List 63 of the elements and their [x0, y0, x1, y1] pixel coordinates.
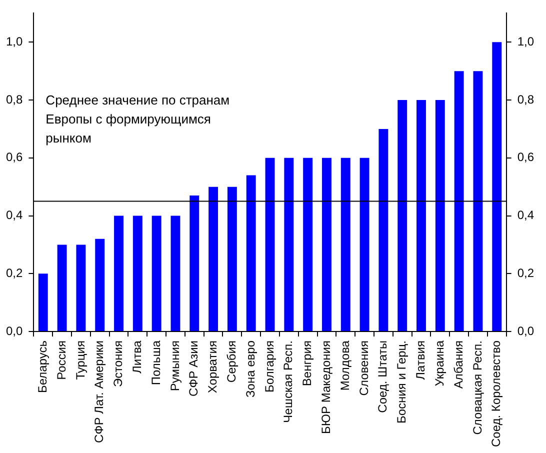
- x-tick-label: Россия: [54, 340, 68, 380]
- bar: [473, 71, 483, 332]
- bar: [265, 158, 275, 332]
- y-tick-label: 0,6: [6, 150, 23, 164]
- x-tick-label: Словацкая Респ.: [470, 340, 484, 435]
- y2-tick-label: 0,6: [517, 150, 534, 164]
- bar: [454, 71, 464, 332]
- x-tick-label: Польша: [148, 340, 163, 386]
- y2-tick-label: 1,0: [517, 34, 534, 48]
- x-tick-label: Словения: [356, 340, 371, 396]
- bar: [95, 238, 105, 332]
- y-tick-label: 0,4: [6, 208, 23, 222]
- x-tick-label: Молдова: [338, 340, 352, 391]
- x-tick-label: Украина: [432, 340, 446, 386]
- y-tick-label: 0,2: [6, 266, 23, 280]
- x-tick-label: Турция: [73, 340, 88, 380]
- x-tick-label: Латвия: [414, 340, 428, 380]
- x-tick-label: Босния и Герц.: [394, 340, 409, 424]
- bar: [152, 216, 162, 332]
- y-tick-label: 0,0: [6, 324, 23, 338]
- x-tick-label: Албания: [451, 340, 466, 389]
- bar: [246, 175, 256, 332]
- x-tick-label: СФР Азии: [186, 340, 201, 397]
- x-tick-label: Венгрия: [300, 340, 314, 386]
- bar: [132, 216, 142, 332]
- bar: [190, 196, 200, 332]
- x-tick-label: Чешская Респ.: [281, 340, 296, 423]
- x-tick-label: Зона евро: [243, 340, 258, 398]
- x-tick-label: Сербия: [224, 340, 238, 383]
- bar: [170, 216, 180, 332]
- bar: [378, 128, 388, 332]
- y-tick-label: 1,0: [6, 34, 23, 48]
- x-tick-label: Соед. Штаты: [376, 340, 390, 413]
- y-tick-label: 0,8: [6, 92, 23, 106]
- x-tick-label: Литва: [130, 340, 144, 374]
- bar: [76, 244, 86, 332]
- bar: [360, 158, 370, 332]
- x-tick-label: Соед. Королевство: [489, 340, 504, 448]
- bar: [303, 158, 313, 332]
- bar: [492, 42, 502, 332]
- bar: [398, 100, 408, 332]
- bar: [38, 274, 48, 332]
- y2-tick-label: 0,0: [517, 324, 534, 338]
- bar: [284, 158, 294, 332]
- x-tick-label: Хорватия: [206, 340, 220, 394]
- ref-line-label: Среднее значение по странам Европы с формирующимся рынком: [46, 92, 230, 146]
- x-tick-label: БЮР Македония: [319, 340, 334, 434]
- x-tick-label: Беларусь: [35, 340, 50, 393]
- x-tick-label: Эстония: [111, 340, 126, 388]
- y2-tick-label: 0,4: [517, 208, 534, 222]
- bar: [114, 216, 124, 332]
- y2-tick-label: 0,2: [517, 266, 534, 280]
- bar: [322, 158, 332, 332]
- y2-tick-label: 0,8: [517, 92, 534, 106]
- bar: [435, 100, 445, 332]
- bar: [340, 158, 350, 332]
- x-tick-label: Румыния: [168, 340, 182, 392]
- bar: [57, 244, 67, 332]
- x-tick-label: СФР Лат. Америки: [92, 340, 106, 444]
- x-tick-label: Болгария: [262, 340, 276, 392]
- bar: [208, 186, 218, 332]
- bar: [227, 186, 237, 332]
- bar: [416, 100, 426, 332]
